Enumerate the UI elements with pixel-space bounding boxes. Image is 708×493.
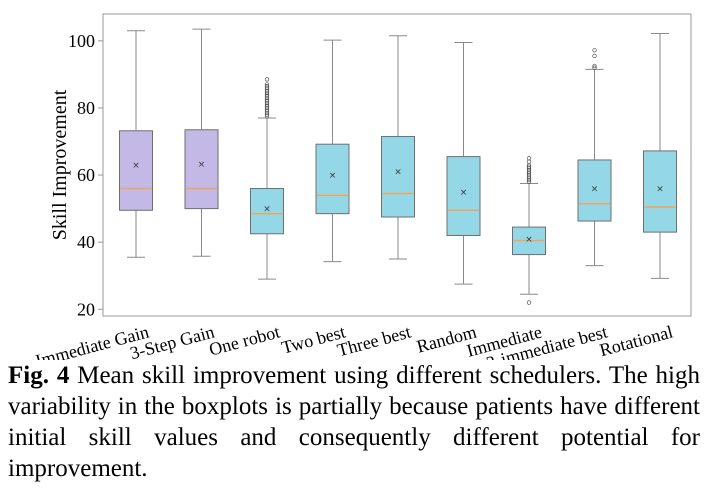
outlier-point (592, 65, 597, 70)
outlier-point (264, 82, 270, 87)
box-2-immediate-best: × (577, 48, 612, 267)
boxplot-chart: 20 40 60 80 100 Skill Improvement × × × × × × × × × … (33, 13, 692, 360)
caption-label: Fig. 4 (8, 362, 70, 389)
outlier-point (264, 77, 270, 82)
mean-marker: × (198, 160, 206, 170)
outlier-point (526, 156, 532, 161)
box-random: × (446, 42, 481, 285)
mean-marker: × (263, 205, 271, 215)
box-immediate: × (512, 156, 546, 305)
x-tick-label-rotational: Rotational (597, 322, 675, 360)
y-tick-label-80: 80 (77, 98, 95, 118)
x-tick-label-three-best: Three best (335, 322, 413, 360)
y-tick-label-40: 40 (77, 232, 95, 252)
iqr-box (184, 129, 219, 210)
mean-marker: × (591, 184, 599, 194)
box-rotational: × (643, 32, 677, 279)
iqr-box (381, 135, 415, 218)
y-tick-label-20: 20 (77, 299, 95, 319)
y-tick-label-60: 60 (77, 165, 95, 185)
mean-marker: × (329, 171, 337, 181)
outlier-point (592, 63, 597, 69)
caption-text: Mean skill improvement using different s… (8, 362, 701, 482)
outlier-point (592, 53, 597, 59)
mean-marker: × (656, 184, 664, 194)
plot-frame (102, 13, 692, 317)
box-immediate-gain: × (119, 30, 153, 258)
iqr-box (119, 130, 153, 211)
iqr-box (577, 159, 612, 222)
iqr-box (446, 156, 481, 236)
mean-marker: × (132, 161, 140, 171)
boxes: × × × × × × × × × (119, 28, 677, 305)
y-axis-label: Skill Improvement (49, 89, 71, 240)
y-tick-label-100: 100 (68, 31, 95, 51)
outlier-point (526, 164, 532, 169)
mean-marker: × (525, 235, 533, 245)
box-two-best: × (315, 39, 350, 263)
outlier-point (526, 300, 532, 305)
outlier-point (592, 48, 597, 53)
iqr-box (315, 143, 350, 215)
iqr-box (250, 187, 284, 235)
figure-caption: Fig. 4 Mean skill improvement using diff… (8, 360, 700, 484)
iqr-box (643, 150, 677, 233)
y-axis: 20 40 60 80 100 (68, 31, 103, 319)
x-tick-label-one-robot: One robot (207, 322, 282, 360)
mean-marker: × (460, 188, 468, 198)
box-three-best: × (381, 35, 415, 260)
box-3-step-gain: × (184, 28, 219, 257)
outlier-point (264, 83, 270, 89)
box-one-robot: × (250, 77, 284, 280)
mean-marker: × (394, 168, 402, 178)
